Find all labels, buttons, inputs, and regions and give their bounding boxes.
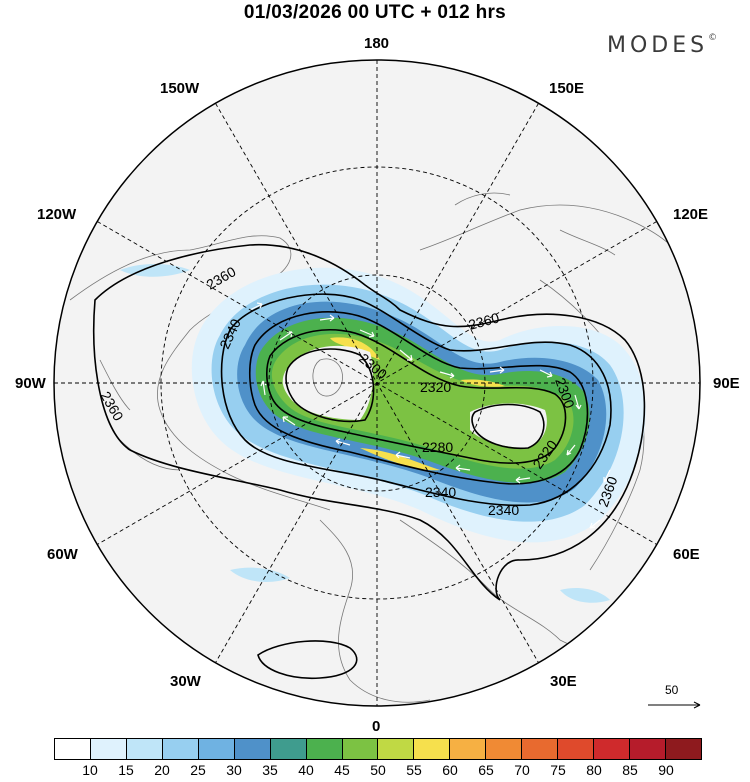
lon-label-60w: 60W (47, 546, 78, 563)
lon-label-90e: 90E (713, 375, 740, 392)
colorbar-tick-label: 65 (478, 762, 494, 778)
colorbar-swatch (162, 739, 199, 759)
contour-label: 2280 (422, 439, 453, 455)
colorbar-tick-label: 50 (370, 762, 386, 778)
colorbar-swatch (126, 739, 163, 759)
lon-label-180: 180 (364, 35, 390, 52)
lon-label-30w: 30W (170, 673, 201, 690)
wind-reference-vector (648, 701, 701, 709)
colorbar-tick-label: 75 (550, 762, 566, 778)
wind-speed-shading (120, 264, 646, 603)
colorbar-swatch (450, 739, 487, 759)
colorbar-swatch (198, 739, 235, 759)
colorbar-swatch (414, 739, 451, 759)
colorbar-swatch (486, 739, 523, 759)
lon-label-0: 0 (372, 718, 381, 735)
contour-label: 2320 (420, 379, 451, 395)
copyright-mark: © (708, 33, 718, 43)
colorbar (54, 738, 702, 760)
lon-label-120e: 120E (673, 206, 709, 223)
colorbar-tick-label: 15 (118, 762, 134, 778)
colorbar-swatch (378, 739, 415, 759)
colorbar-tick-label: 80 (586, 762, 602, 778)
colorbar-swatch (270, 739, 307, 759)
colorbar-tick-label: 20 (154, 762, 170, 778)
colorbar-swatch (342, 739, 379, 759)
colorbar-swatch (558, 739, 595, 759)
colorbar-tick-label: 35 (262, 762, 278, 778)
colorbar-swatch (665, 739, 701, 759)
contour-label: 2340 (425, 484, 456, 500)
colorbar-swatch (234, 739, 271, 759)
colorbar-ticks: 10 15 20 25 30 35 40 45 50 55 60 65 70 75 80 85 90 (54, 762, 702, 782)
colorbar-swatch (90, 739, 127, 759)
colorbar-tick-label: 60 (442, 762, 458, 778)
contour-label: 2360 (467, 309, 501, 333)
brand-name: MODES (607, 33, 709, 58)
height-contours (92, 243, 646, 680)
colorbar-tick-label: 10 (82, 762, 98, 778)
colorbar-swatch (55, 739, 91, 759)
map-title: 01/03/2026 00 UTC + 012 hrs (243, 2, 507, 23)
colorbar-tick-label: 90 (658, 762, 674, 778)
lon-label-90w: 90W (15, 375, 46, 392)
colorbar-tick-label: 40 (298, 762, 314, 778)
colorbar-tick-label: 85 (622, 762, 638, 778)
colorbar-swatch (306, 739, 343, 759)
colorbar-swatch (522, 739, 559, 759)
brand-logo: MODES© (607, 33, 717, 58)
colorbar-tick-label: 55 (406, 762, 422, 778)
lon-label-60e: 60E (673, 546, 700, 563)
graticule (54, 60, 700, 706)
colorbar-swatch (630, 739, 666, 759)
colorbar-tick-label: 30 (226, 762, 242, 778)
colorbar-tick-label: 25 (190, 762, 206, 778)
contour-label: 2340 (488, 502, 519, 518)
colorbar-tick-label: 70 (514, 762, 530, 778)
lon-label-150e: 150E (549, 80, 585, 97)
lon-label-150w: 150W (160, 80, 200, 97)
colorbar-tick-label: 45 (334, 762, 350, 778)
colorbar-swatch (594, 739, 630, 759)
lon-label-120w: 120W (37, 206, 77, 223)
lon-label-30e: 30E (550, 673, 577, 690)
wind-reference-label: 50 (665, 683, 679, 697)
